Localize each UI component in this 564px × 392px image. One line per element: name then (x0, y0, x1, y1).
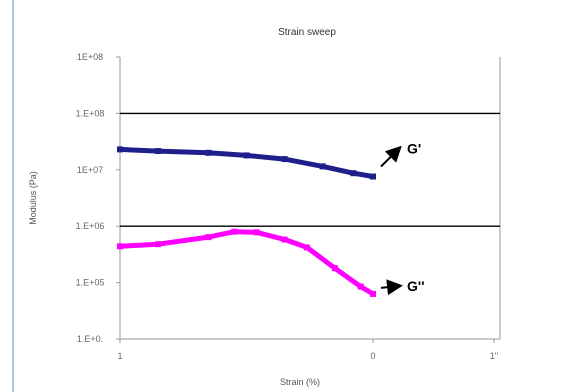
series-0-point-1 (155, 148, 162, 155)
annotation-layer: G' G'' (380, 141, 425, 296)
y-tick-label-3: 1.E+06 (76, 221, 105, 231)
series-0-point-4 (281, 156, 288, 163)
series-0-line (119, 146, 374, 179)
series-0-point-0 (117, 146, 123, 153)
annotation-label-1: G'' (407, 278, 425, 294)
x-tick-label-2: 1'' (490, 351, 499, 361)
plot-frame (119, 57, 501, 340)
series-1-point-8 (357, 283, 364, 290)
series-1-point-4 (253, 229, 260, 236)
chart-title: Strain sweep (278, 27, 336, 38)
series-0-point-6 (350, 170, 357, 177)
y-tick-label-5: 1.E+0. (77, 334, 103, 344)
annotation-label-0: G' (407, 141, 421, 157)
series-1-point-9 (370, 290, 376, 297)
series-1-point-5 (281, 236, 288, 243)
series-0 (117, 146, 376, 180)
series-0-point-3 (243, 152, 250, 159)
y-tick-label-4: 1.E+05 (76, 278, 105, 288)
series-1 (117, 228, 376, 297)
x-axis-title: Strain (%) (280, 377, 320, 387)
series-0-point-7 (370, 173, 376, 180)
gridlines (120, 112, 500, 227)
y-tick-label-2: 1E+07 (77, 165, 103, 175)
series-1-point-1 (155, 241, 162, 248)
annotation-arrow-1 (380, 279, 403, 296)
ticks-layer: 1E+08 1.E+08 1E+07 1.E+06 1.E+05 1.E+0. 1 0 1'' (76, 52, 499, 361)
series-1-line (119, 229, 375, 297)
left-margin-rule (12, 0, 14, 392)
series-layer (117, 146, 376, 297)
y-axis-title: Modulus (Pa) (28, 171, 38, 225)
series-1-point-2 (205, 234, 212, 241)
series-0-point-2 (205, 149, 212, 156)
series-1-point-6 (303, 244, 310, 251)
series-1-point-7 (331, 265, 338, 272)
x-tick-label-0: 1 (117, 351, 122, 361)
annotation-arrow-0 (380, 145, 402, 168)
series-0-point-5 (319, 163, 326, 170)
y-tick-label-1: 1.E+08 (76, 108, 105, 118)
series-1-point-3 (231, 228, 238, 235)
y-tick-label-0: 1E+08 (77, 52, 103, 62)
x-tick-label-1: 0 (370, 351, 375, 361)
series-1-point-0 (117, 243, 123, 250)
